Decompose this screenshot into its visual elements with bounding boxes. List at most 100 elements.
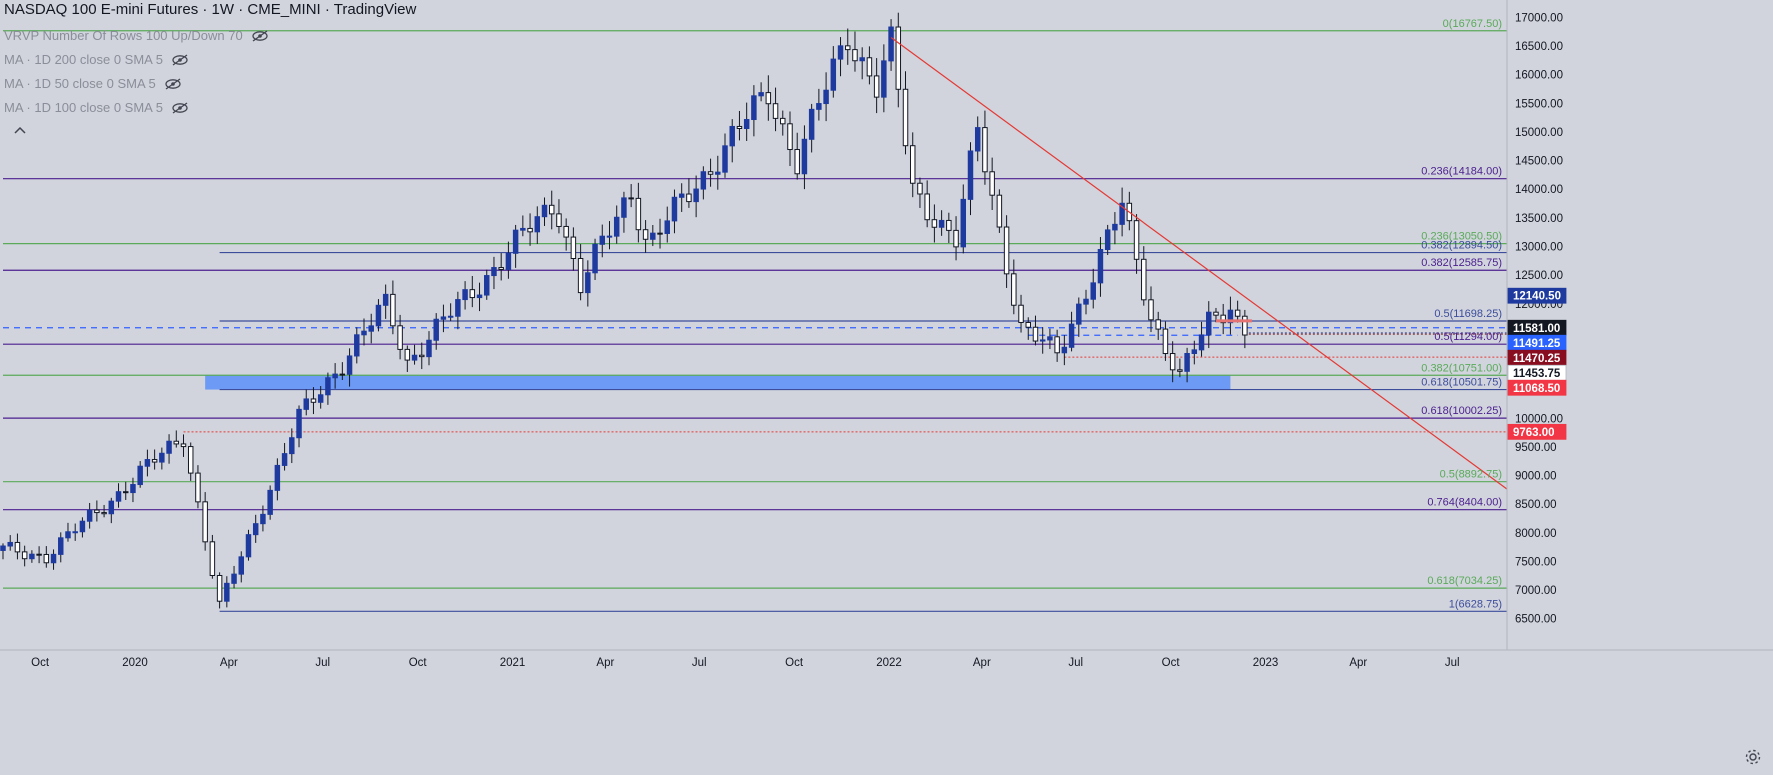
candle [382,284,389,319]
fib-level-label: 0.382(10751.00) [1421,362,1502,374]
candle [404,345,411,372]
fib-label-layer: 0(16767.50) 0.236(14184.00) 0.236(13050.50… [1421,18,1502,611]
candle [346,348,353,387]
candle [953,216,959,261]
eye-off-icon[interactable] [251,30,269,42]
candle [115,483,122,508]
price-label: 11581.00 [1507,319,1567,336]
fib-level-label: 0.5(11294.00) [1434,331,1502,343]
y-tick-label: 9500.00 [1515,442,1557,454]
candle [419,342,425,370]
candle [368,313,374,344]
price-label: 12140.50 [1507,287,1567,304]
indicator-row-vrvp[interactable]: VRVP Number Of Rows 100 Up/Down 70 [4,24,416,48]
candle [989,157,995,210]
price-label-text: 9763.00 [1513,427,1555,439]
candle [816,88,822,121]
y-tick-label: 15500.00 [1515,98,1563,110]
fib-level-label: 0.618(10501.75) [1421,377,1502,389]
chart-title: NASDAQ 100 E-mini Futures · 1W · CME_MIN… [4,1,417,18]
price-label-text: 12140.50 [1513,291,1561,303]
y-tick-label: 16500.00 [1515,41,1563,53]
candle [917,177,923,208]
candle [469,275,476,308]
fib-level-label: 1(6628.75) [1449,598,1502,610]
candle [202,492,208,551]
candle [808,103,815,153]
candle [1054,329,1060,362]
candle [960,184,967,254]
candle [94,500,100,522]
candle [606,221,613,250]
candle [751,85,757,137]
candle [1076,297,1082,337]
fib-level-label: 0.764(8404.00) [1427,497,1502,509]
price-label-text: 11068.50 [1513,383,1560,395]
candle [86,502,93,529]
candle [895,12,902,108]
y-tick-label: 16000.00 [1515,70,1563,82]
candle [830,46,837,98]
candle [1198,321,1205,357]
candle [650,225,656,247]
price-label-text: 11453.75 [1513,368,1561,380]
candle [686,178,692,208]
candle [7,535,13,551]
y-tick-label: 7000.00 [1515,585,1557,597]
x-tick-label: Jul [692,657,707,669]
candle [787,111,793,166]
indicator-row-ma200[interactable]: MA · 1D 200 close 0 SMA 5 [4,48,416,72]
candle [801,125,808,190]
eye-off-icon[interactable] [171,102,189,114]
candle [707,158,714,187]
price-label: 11453.75 [1507,364,1567,381]
eye-off-icon[interactable] [171,54,189,66]
candle [859,47,865,80]
candle [29,550,35,563]
candle [209,534,216,579]
price-label: 11470.25 [1507,349,1567,366]
candle [635,182,642,243]
candle [1061,335,1068,366]
candle [657,218,663,249]
price-label-layer: 12140.50 11581.00 11491.25 11470.25 11453.75… [1507,287,1567,440]
candle [180,434,187,457]
candle [491,256,497,290]
indicator-label: MA · 1D 200 close 0 SMA 5 [4,52,163,67]
y-tick-label: 10000.00 [1515,413,1563,425]
candle [1169,341,1176,383]
y-tick-label: 13500.00 [1515,213,1563,225]
eye-off-icon[interactable] [164,78,182,90]
candle [866,46,873,85]
candle [130,477,136,503]
fib-level-label: 0.618(10002.25) [1421,405,1502,417]
candle [902,71,909,155]
y-tick-label: 12500.00 [1515,270,1563,282]
candle [58,532,64,563]
candle [289,428,295,464]
candle [484,269,490,300]
candle [440,304,447,333]
fib-level-label: 0.618(7034.25) [1427,575,1502,587]
candle [462,281,468,310]
time-axis[interactable]: Oct 2020 Apr Jul Oct 2021 Apr Jul Oct 2022 Apr Jul O… [0,649,1773,669]
price-label-bg [1507,379,1567,396]
candle [736,110,743,141]
indicator-row-ma100[interactable]: MA · 1D 100 close 0 SMA 5 [4,96,416,120]
candle [1184,347,1190,383]
fib-level-label: 0(16767.50) [1443,18,1502,30]
fib-level-label: 0.236(14184.00) [1421,166,1502,178]
candle [447,303,454,322]
x-tick-label: 2023 [1253,657,1279,669]
candle [715,155,721,190]
x-tick-label: 2020 [122,657,148,669]
gear-icon[interactable] [1744,748,1762,766]
candle [621,191,627,233]
price-label: 9763.00 [1507,423,1567,440]
x-tick-label: Apr [220,657,238,669]
chevron-up-icon[interactable] [14,120,416,140]
candle [281,442,288,471]
candle [1104,224,1111,256]
indicator-row-ma50[interactable]: MA · 1D 50 close 0 SMA 5 [4,72,416,96]
